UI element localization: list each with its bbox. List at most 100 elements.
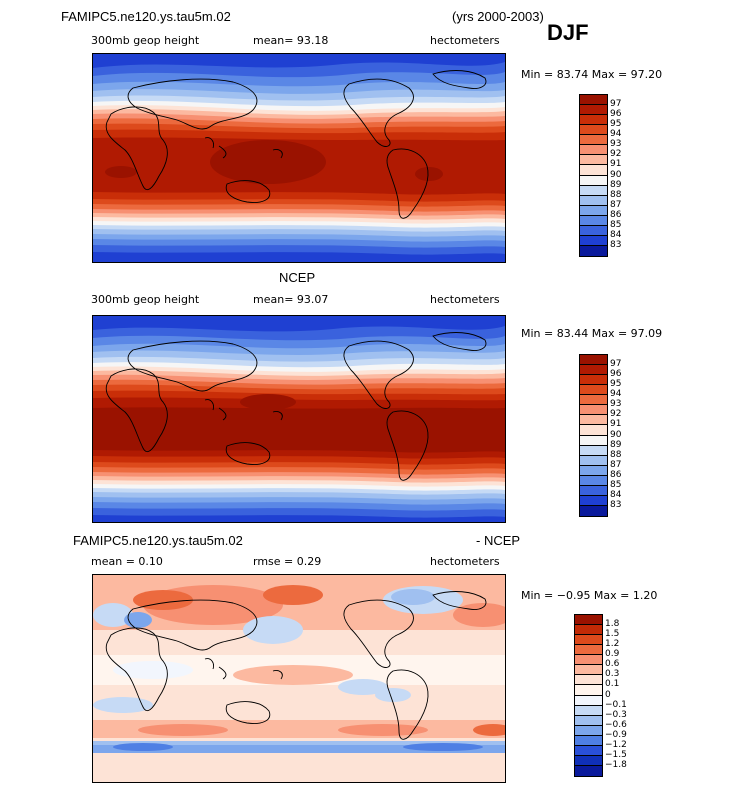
rmse-label: rmse = 0.29 [253, 555, 322, 568]
colorbar-box [580, 105, 607, 116]
panel-title-suffix: - NCEP [476, 533, 521, 548]
colorbar-box [575, 745, 602, 756]
colorbar-tick-label: 91 [610, 419, 622, 430]
colorbar-tick-label: 83 [610, 499, 622, 510]
colorbar-tick-label: −1.5 [605, 749, 627, 760]
colorbar-tick-label: 97 [610, 99, 622, 110]
colorbar-tick-label: 84 [610, 489, 622, 500]
colorbar-box [575, 665, 602, 676]
colorbar-box [580, 245, 607, 256]
colorbar-tick-label: 0.9 [605, 649, 620, 660]
colorbar-tick-label: −0.9 [605, 729, 627, 740]
colorbar [574, 614, 603, 777]
colorbar-tick-label: 86 [610, 209, 622, 220]
colorbar-box [580, 415, 607, 426]
colorbar-box [580, 385, 607, 396]
colorbar-box [580, 95, 607, 106]
colorbar-box [580, 125, 607, 136]
colorbar-tick-label: 93 [610, 139, 622, 150]
colorbar-tick-label: 89 [610, 439, 622, 450]
colorbar-tick-label: 83 [610, 239, 622, 250]
colorbar-box [580, 495, 607, 506]
season-label: DJF [547, 20, 589, 45]
colorbar-box [575, 625, 602, 636]
colorbar-box [575, 725, 602, 736]
colorbar-box [580, 145, 607, 156]
colorbar-box [580, 425, 607, 436]
colorbar-tick-label: −1.2 [605, 739, 627, 750]
field-label: 300mb geop height [91, 293, 200, 306]
colorbar-box [580, 175, 607, 186]
colorbar-box [580, 465, 607, 476]
colorbar-box [575, 685, 602, 696]
colorbar-box [580, 165, 607, 176]
colorbar-tick-label: 95 [610, 379, 622, 390]
colorbar-box [580, 445, 607, 456]
contour-map [92, 53, 506, 263]
colorbar-tick-label: 84 [610, 229, 622, 240]
colorbar-box [580, 485, 607, 496]
minmax-label: Min = 83.44 Max = 97.09 [521, 327, 663, 340]
colorbar-box [575, 635, 602, 646]
colorbar-box [580, 115, 607, 126]
years-label: (yrs 2000-2003) [452, 9, 544, 24]
colorbar-tick-label: 93 [610, 399, 622, 410]
colorbar-box [575, 735, 602, 746]
map-canvas [93, 54, 505, 262]
minmax-label: Min = −0.95 Max = 1.20 [521, 589, 658, 602]
colorbar-tick-label: 1.8 [605, 619, 620, 630]
colorbar-box [580, 155, 607, 166]
model-title: FAMIPC5.ne120.ys.tau5m.02 [61, 9, 231, 24]
colorbar-box [575, 615, 602, 626]
colorbar-box [580, 375, 607, 386]
colorbar-tick-label: 96 [610, 109, 622, 120]
colorbar-tick-label: 88 [610, 189, 622, 200]
colorbar-tick-label: 97 [610, 359, 622, 370]
colorbar-tick-label: 87 [610, 199, 622, 210]
colorbar-tick-label: 0.3 [605, 669, 620, 680]
colorbar-box [580, 195, 607, 206]
colorbar-box [575, 765, 602, 776]
colorbar-tick-label: 94 [610, 389, 622, 400]
colorbar-tick-label: 85 [610, 219, 622, 230]
colorbar [579, 354, 608, 517]
colorbar-tick-label: 0.1 [605, 679, 620, 690]
mean-label: mean= 93.18 [253, 34, 329, 47]
minmax-label: Min = 83.74 Max = 97.20 [521, 68, 663, 81]
colorbar-box [580, 365, 607, 376]
colorbar-tick-label: 0 [605, 689, 611, 700]
contour-map [92, 315, 506, 523]
field-label: 300mb geop height [91, 34, 200, 47]
colorbar-box [575, 645, 602, 656]
colorbar-box [580, 395, 607, 406]
colorbar-box [580, 355, 607, 366]
colorbar-tick-label: 96 [610, 369, 622, 380]
colorbar-box [575, 695, 602, 706]
colorbar-tick-label: 90 [610, 169, 622, 180]
colorbar-box [575, 755, 602, 766]
colorbar-box [580, 505, 607, 516]
colorbar-box [575, 675, 602, 686]
colorbar-tick-label: 86 [610, 469, 622, 480]
panel-title: NCEP [279, 270, 316, 285]
colorbar-box [575, 715, 602, 726]
colorbar-tick-label: 1.5 [605, 629, 620, 640]
map-canvas [93, 316, 505, 522]
colorbar-box [580, 215, 607, 226]
panel-title: FAMIPC5.ne120.ys.tau5m.02 [73, 533, 243, 548]
contour-map [92, 574, 506, 783]
colorbar-tick-label: −1.8 [605, 759, 627, 770]
colorbar-box [580, 435, 607, 446]
mean-label: mean= 93.07 [253, 293, 329, 306]
colorbar-tick-label: 91 [610, 159, 622, 170]
colorbar-box [580, 205, 607, 216]
colorbar [579, 94, 608, 257]
colorbar-tick-label: 90 [610, 429, 622, 440]
colorbar-box [575, 705, 602, 716]
units-label: hectometers [430, 293, 500, 306]
colorbar-tick-label: −0.1 [605, 699, 627, 710]
colorbar-tick-label: −0.3 [605, 709, 627, 720]
colorbar-box [580, 185, 607, 196]
colorbar-box [580, 475, 607, 486]
colorbar-box [580, 235, 607, 246]
